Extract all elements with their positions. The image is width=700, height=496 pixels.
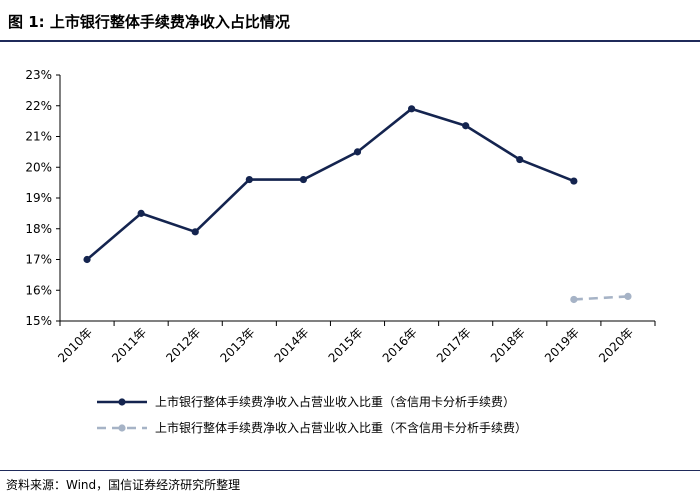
y-tick-label: 17% [25,253,52,267]
series-1-point [353,148,362,156]
legend-marker-2 [118,424,126,432]
series-1-point [137,209,145,217]
series-1-point [462,122,470,130]
x-tick-label: 2019年 [542,325,582,365]
series-2-line [573,295,629,301]
y-tick-label: 23% [25,68,52,82]
series-1-line [86,107,575,261]
series-1-point [191,228,199,236]
x-tick-label: 2011年 [109,325,149,365]
x-tick-label: 2015年 [326,325,366,365]
series-2-point [570,295,578,304]
y-tick-label: 16% [25,283,52,297]
y-tick-label: 18% [25,222,52,236]
series-1-point [299,175,308,184]
y-tick-label: 19% [25,191,52,205]
chart-title: 图 1: 上市银行整体手续费净收入占比情况 [8,13,290,31]
y-tick-label: 15% [25,314,52,328]
x-tick-label: 2016年 [380,325,420,365]
legend-label-1: 上市银行整体手续费净收入占营业收入比重（含信用卡分析手续费） [155,394,515,409]
x-tick-label: 2012年 [163,325,203,365]
series-1-point [83,255,91,264]
footer-divider [0,470,700,471]
title-bar: 图 1: 上市银行整体手续费净收入占比情况 [0,0,700,42]
x-tick-label: 2017年 [434,325,474,365]
y-tick-label: 21% [25,130,52,144]
legend-marker-1 [118,398,126,406]
x-tick-label: 2018年 [488,325,528,365]
chart-legend: 上市银行整体手续费净收入占营业收入比重（含信用卡分析手续费） 上市银行整体手续费净… [97,394,527,435]
x-tick-label: 2013年 [217,325,257,365]
series-1-point [407,105,416,113]
x-tick-label: 2014年 [272,325,312,365]
series-1-point [245,175,253,184]
chart-axes: 15% 16% 17% 18% 19% 20% 21% 22% 23% 2010年 2011年 201… [25,68,656,365]
chart-series [83,105,632,304]
x-tick-label: 2010年 [55,325,95,365]
y-tick-label: 20% [25,160,52,174]
series-1-point [570,177,578,185]
series-2-point [624,292,632,300]
line-chart: 15% 16% 17% 18% 19% 20% 21% 22% 23% 2010年 2011年 201… [25,68,656,435]
source-note: 资料来源：Wind，国信证券经济研究所整理 [6,478,241,492]
x-tick-label: 2020年 [596,325,636,365]
y-tick-label: 22% [25,99,52,113]
legend-label-2: 上市银行整体手续费净收入占营业收入比重（不含信用卡分析手续费） [155,420,527,435]
series-1-point [516,155,524,164]
